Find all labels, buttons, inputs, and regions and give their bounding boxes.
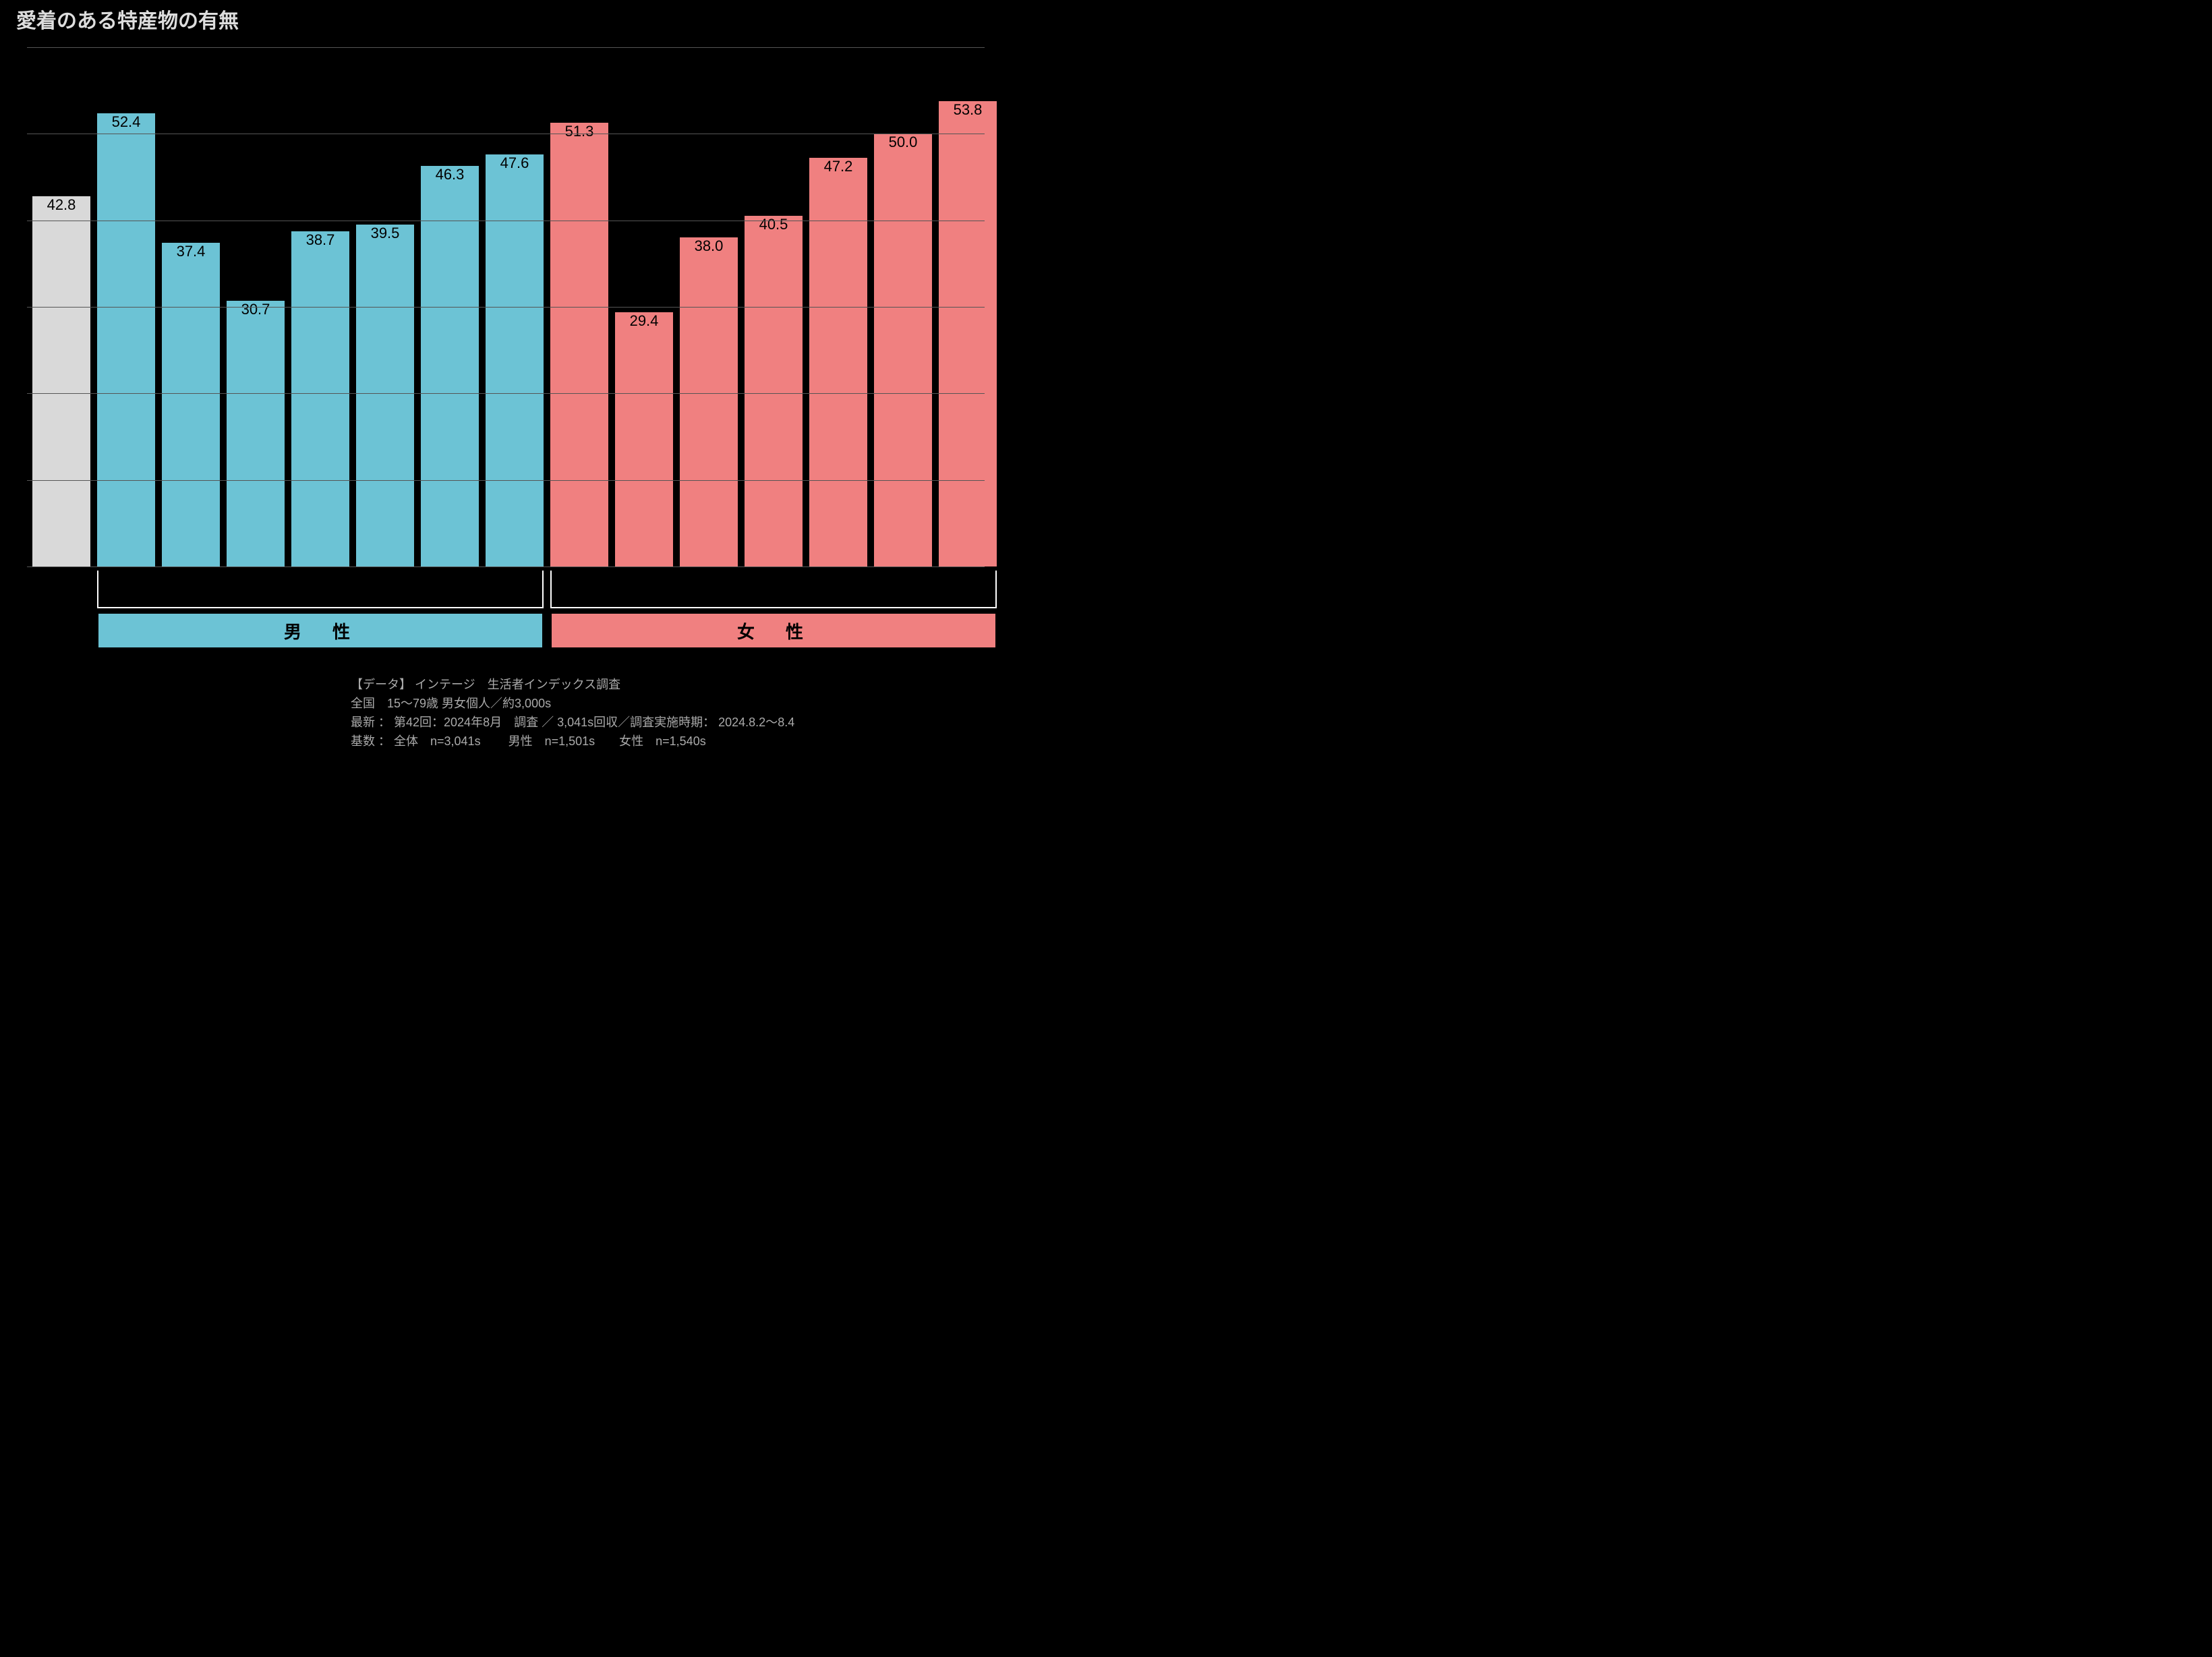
bar-value-label: 51.3 [550, 123, 608, 380]
bar: 37.4 [162, 243, 220, 566]
bar: 47.6 [486, 154, 544, 566]
group-label-text: 男 性 [98, 614, 542, 650]
group-label-text: 女 性 [552, 614, 995, 650]
group-label-box: 男 性 [97, 612, 544, 649]
bar: 46.3 [421, 166, 479, 566]
bar-value-label: 42.8 [32, 196, 90, 411]
group-label-box: 女 性 [550, 612, 997, 649]
gridline [27, 566, 985, 567]
bar: 39.5 [356, 225, 414, 566]
chart-plot-area: 42.852.437.430.738.739.546.347.651.329.4… [27, 47, 985, 566]
bar: 30.7 [227, 301, 285, 566]
bar-value-label: 40.5 [745, 216, 803, 419]
gridline [27, 393, 985, 394]
bar-value-label: 30.7 [227, 301, 285, 455]
bar: 42.8 [32, 196, 90, 566]
bar: 40.5 [745, 216, 803, 566]
bar-value-label: 38.7 [291, 231, 349, 426]
bar-value-label: 47.6 [486, 154, 544, 393]
bar: 47.2 [809, 158, 867, 566]
bar: 50.0 [874, 134, 932, 566]
bar-value-label: 38.0 [680, 237, 738, 428]
bar: 51.3 [550, 123, 608, 566]
page: 愛着のある特産物の有無 42.852.437.430.738.739.546.3… [0, 0, 1008, 755]
bar-value-label: 50.0 [874, 134, 932, 384]
group-bracket [97, 571, 544, 608]
bar-value-label: 37.4 [162, 243, 220, 430]
bar: 53.8 [939, 101, 997, 566]
gridline [27, 480, 985, 481]
gridline [27, 307, 985, 308]
bar-value-label: 53.8 [939, 101, 997, 371]
bar: 38.7 [291, 231, 349, 566]
gridline [27, 47, 985, 48]
bar: 52.4 [97, 113, 155, 566]
chart-title: 愛着のある特産物の有無 [16, 4, 239, 34]
bar-value-label: 52.4 [97, 113, 155, 376]
bar-value-label: 46.3 [421, 166, 479, 399]
footer-notes: 【データ】 インテージ 生活者インデックス調査 全国 15～79歳 男女個人／約… [351, 676, 794, 751]
group-bracket [550, 571, 997, 608]
bar: 38.0 [680, 237, 738, 566]
bar: 29.4 [615, 312, 673, 566]
bar-value-label: 47.2 [809, 158, 867, 395]
bar-value-label: 29.4 [615, 312, 673, 460]
